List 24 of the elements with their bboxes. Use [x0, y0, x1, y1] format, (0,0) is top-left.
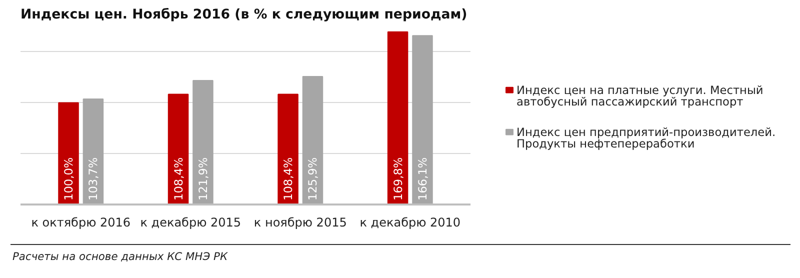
x-tick-label: к октябрю 2016: [31, 216, 131, 230]
data-label: 121,9%: [196, 157, 210, 200]
x-tick-label: к декабрю 2015: [140, 216, 242, 230]
bar: [58, 102, 79, 204]
bar: [168, 94, 189, 204]
data-label: 169,8%: [390, 157, 405, 200]
bar: [412, 35, 433, 204]
data-label: 125,9%: [306, 157, 320, 200]
bar: [278, 94, 298, 204]
data-label: 108,4%: [171, 157, 186, 200]
data-label: 108,4%: [281, 157, 296, 200]
x-tick-label: к ноябрю 2015: [254, 216, 347, 230]
data-label: 103,7%: [86, 157, 100, 200]
bar: [82, 98, 104, 204]
legend-label: Индекс цен предприятий-производителей. Продукты нефтепереработки: [516, 125, 776, 150]
bar: [192, 80, 214, 204]
bar: [387, 31, 408, 204]
chart-title: Индексы цен. Ноябрь 2016 (в % к следующим периодам): [20, 8, 468, 22]
bar: [302, 76, 324, 204]
legend-label: Индекс цен на платные услуги. Местный автобусный пассажирский транспорт: [516, 83, 764, 109]
text: Расчеты на основе данных КС МНЭ РК: [12, 250, 228, 263]
data-label: 100,0%: [62, 157, 76, 200]
x-tick-label: к декабрю 2010: [360, 216, 461, 230]
data-label: 166,1%: [415, 157, 430, 200]
